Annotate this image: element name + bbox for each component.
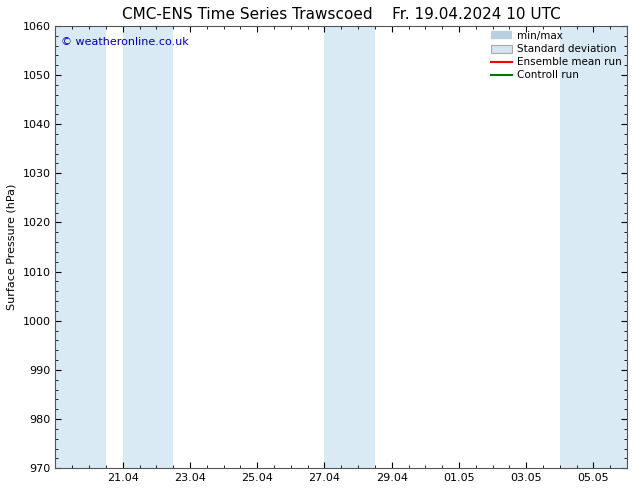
Bar [325,26,375,468]
Y-axis label: Surface Pressure (hPa): Surface Pressure (hPa) [7,184,17,310]
Text: © weatheronline.co.uk: © weatheronline.co.uk [61,37,189,47]
Bar [560,26,630,468]
Bar [123,26,173,468]
Title: CMC-ENS Time Series Trawscoed    Fr. 19.04.2024 10 UTC: CMC-ENS Time Series Trawscoed Fr. 19.04.… [122,7,560,22]
Bar [52,26,106,468]
Legend: min/max, Standard deviation, Ensemble mean run, Controll run: min/max, Standard deviation, Ensemble me… [491,31,622,80]
